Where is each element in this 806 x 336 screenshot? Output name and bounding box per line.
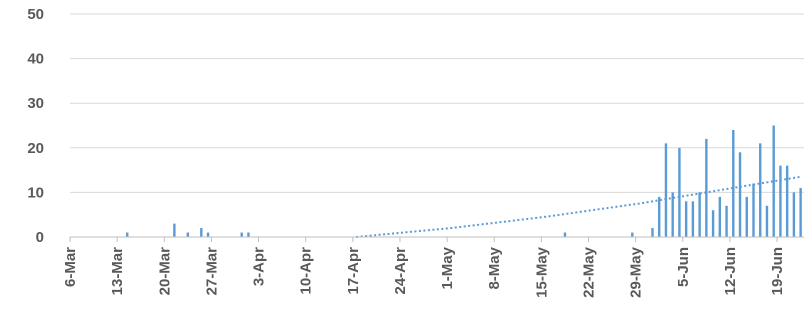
x-tick-label: 10-Apr [298, 247, 315, 295]
bar [759, 143, 762, 237]
bar [173, 223, 176, 237]
x-tick-label: 13-Mar [109, 247, 126, 296]
bar [691, 201, 695, 237]
y-tick-label: 20 [27, 140, 44, 157]
x-tick-label: 5-Jun [675, 247, 692, 287]
bar [631, 232, 634, 237]
bar [732, 129, 735, 237]
bar [779, 165, 782, 237]
x-tick-label: 8-May [486, 246, 503, 289]
bar [772, 125, 775, 237]
bar [765, 205, 769, 237]
x-tick-label: 19-Jun [769, 247, 786, 295]
bar [664, 143, 668, 237]
bar [678, 147, 681, 237]
bars [126, 125, 802, 237]
bar [718, 196, 722, 237]
bar [799, 187, 802, 237]
x-tick-label: 15-May [533, 246, 550, 298]
trendline [356, 175, 801, 238]
bar [745, 196, 748, 237]
y-tick-label: 40 [27, 51, 44, 68]
bar [671, 192, 674, 237]
x-tick-label: 22-May [581, 246, 598, 298]
bar [200, 228, 203, 237]
bar [206, 232, 210, 237]
bar [738, 152, 742, 237]
bar [711, 210, 715, 237]
trendline-group [356, 175, 801, 238]
x-tick-label: 27-Mar [203, 247, 220, 296]
y-tick-label: 10 [27, 184, 44, 201]
x-tick-label: 20-Mar [156, 247, 173, 296]
y-tick-label: 50 [27, 6, 44, 23]
x-tick-label: 29-May [628, 246, 645, 298]
x-tick-label: 6-Mar [62, 247, 79, 287]
bar [247, 232, 250, 237]
y-axis-tick-labels: 0 10 20 30 40 50 [27, 6, 44, 246]
x-tick-label: 12-Jun [722, 247, 739, 295]
bar [725, 205, 728, 237]
bar [684, 201, 688, 237]
bar [186, 232, 190, 237]
x-tick-label: 24-Apr [392, 247, 409, 295]
gridlines [70, 13, 804, 193]
y-tick-label: 0 [36, 229, 44, 246]
bar [651, 228, 654, 237]
bar [698, 192, 701, 237]
x-tick-label: 17-Apr [345, 247, 362, 295]
y-tick-label: 30 [27, 95, 44, 112]
x-tick-label: 1-May [439, 246, 456, 289]
bar [785, 165, 789, 237]
bar [240, 232, 243, 237]
bar [658, 196, 661, 237]
x-tick-label: 3-Apr [251, 247, 268, 286]
bar [563, 232, 567, 237]
bar [705, 138, 708, 237]
bar [752, 183, 755, 237]
bar [792, 192, 796, 237]
bar [126, 232, 129, 237]
x-axis-tick-labels: 6-Mar 13-Mar 20-Mar 27-Mar 3-Apr 10-Apr 17-Apr… [62, 237, 786, 298]
